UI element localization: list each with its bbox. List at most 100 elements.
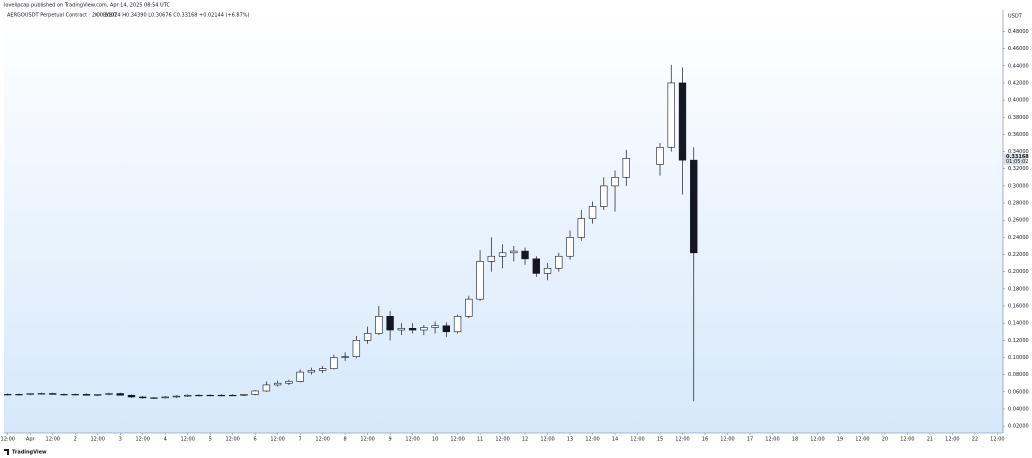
candle-body <box>262 384 271 392</box>
candle-body <box>363 333 372 341</box>
y-axis-label: USDT <box>1008 14 1023 20</box>
candle-body <box>656 146 664 165</box>
candle-body <box>555 255 563 269</box>
candle-body <box>273 382 282 386</box>
candle-body <box>498 252 507 257</box>
candle-body <box>330 357 338 369</box>
x-tick-label: 8 <box>344 437 347 443</box>
candle-body <box>510 250 518 254</box>
candle-body <box>150 397 158 399</box>
y-tick-label: 0.14000 <box>1008 321 1029 327</box>
x-tick-label: 12:00 <box>180 437 194 443</box>
candle-body <box>532 258 540 274</box>
candle-body <box>476 261 484 300</box>
x-tick-label: 5 <box>209 437 212 443</box>
x-tick-label: 10 <box>432 437 438 443</box>
x-tick-label: 6 <box>254 437 257 443</box>
candle-body <box>442 325 451 333</box>
ohlc-summary: O0.31024 H0.34390 L0.30676 C0.33168 +0.0… <box>96 13 250 19</box>
y-tick-label: 0.38000 <box>1008 115 1029 121</box>
x-tick-label: 12:00 <box>900 437 914 443</box>
x-tick-label: 19 <box>837 437 843 443</box>
x-tick-label: 3 <box>119 437 122 443</box>
x-tick-label: 12:00 <box>46 437 60 443</box>
candle-body <box>172 395 181 398</box>
candle-body <box>37 393 46 395</box>
x-tick-label: 12:00 <box>225 437 239 443</box>
x-tick-label: 7 <box>299 437 302 443</box>
y-tick-label: 0.48000 <box>1008 29 1029 35</box>
x-tick-label: 12:00 <box>855 437 869 443</box>
candle-body <box>251 390 259 395</box>
x-tick-label: 12:00 <box>360 437 374 443</box>
candle-body <box>420 327 428 331</box>
y-tick-label: 0.28000 <box>1008 201 1029 207</box>
candle-body <box>307 370 316 373</box>
y-tick-label: 0.20000 <box>1008 269 1029 275</box>
candle-body <box>678 82 687 161</box>
y-tick-label: 0.44000 <box>1008 63 1029 69</box>
candle-body <box>49 393 57 395</box>
x-tick-label: 2 <box>74 437 77 443</box>
y-tick-label: 0.12000 <box>1008 338 1029 344</box>
candle-body <box>465 298 473 317</box>
candle-body <box>611 177 619 187</box>
x-tick-label: 12:00 <box>630 437 644 443</box>
candle-body <box>588 206 597 219</box>
y-tick-label: 0.18000 <box>1008 286 1029 292</box>
candle-body <box>431 325 439 328</box>
candle-body <box>408 328 417 331</box>
x-tick-label: 12:00 <box>315 437 329 443</box>
last-price-box <box>1004 153 1026 165</box>
y-tick-label: 0.22000 <box>1008 252 1029 258</box>
x-tick-label: 15 <box>657 437 663 443</box>
candle-body <box>195 394 203 397</box>
candle-body <box>206 394 214 397</box>
y-tick-label: 0.46000 <box>1008 46 1029 52</box>
candle-body <box>105 393 113 395</box>
y-tick-label: 0.36000 <box>1008 132 1029 138</box>
x-tick-label: 12:00 <box>765 437 779 443</box>
candle-body <box>60 394 68 396</box>
candle-body <box>566 237 574 257</box>
y-tick-label: 0.26000 <box>1008 218 1029 224</box>
candle-body <box>161 396 169 399</box>
x-tick-label: 20 <box>882 437 888 443</box>
y-tick-label: 0.06000 <box>1008 389 1029 395</box>
y-tick-label: 0.04000 <box>1008 406 1029 412</box>
x-tick-label: 12:00 <box>585 437 599 443</box>
x-tick-label: 12:00 <box>270 437 284 443</box>
x-tick-label: 12:00 <box>1 437 15 443</box>
logo-icon <box>4 449 9 455</box>
candle-body <box>240 394 248 396</box>
footer-logo: TradingView <box>12 450 47 456</box>
candle-body <box>82 394 91 396</box>
countdown-label: 01:05:02 <box>1006 159 1028 165</box>
x-tick-label: 12 <box>522 437 528 443</box>
candle-body <box>318 368 327 371</box>
candle-body <box>521 250 529 260</box>
x-tick-label: 12:00 <box>945 437 959 443</box>
x-tick-label: Apr <box>26 437 36 443</box>
y-tick-label: 0.34000 <box>1008 149 1029 155</box>
candle-body <box>577 218 585 238</box>
x-tick-label: 12:00 <box>675 437 689 443</box>
publisher-line: lovelipcap published on TradingView.com,… <box>4 3 170 9</box>
y-tick-label: 0.40000 <box>1008 98 1029 104</box>
candle-body <box>487 255 495 262</box>
x-tick-label: 11 <box>477 437 483 443</box>
y-tick-label: 0.42000 <box>1008 80 1029 86</box>
candle-body <box>71 394 79 396</box>
candle-body <box>94 394 102 396</box>
candle-body <box>543 267 552 274</box>
y-tick-label: 0.16000 <box>1008 304 1029 310</box>
y-tick-label: 0.30000 <box>1008 183 1029 189</box>
candle-body <box>397 328 406 331</box>
candle-body <box>26 393 34 395</box>
candle-body <box>15 394 23 396</box>
candle-body <box>296 371 304 382</box>
candle-body <box>116 393 124 396</box>
y-tick-label: 0.02000 <box>1008 424 1029 430</box>
